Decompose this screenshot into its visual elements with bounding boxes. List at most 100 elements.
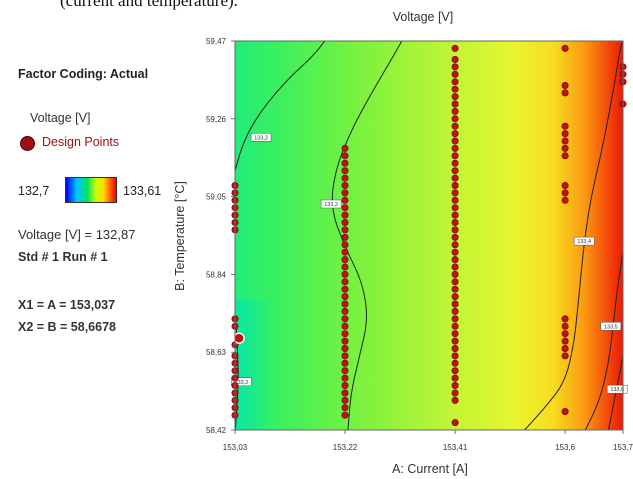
design-point[interactable] [341, 330, 349, 338]
design-point[interactable] [451, 396, 459, 404]
design-point[interactable] [341, 404, 349, 412]
design-point[interactable] [451, 137, 459, 145]
design-point[interactable] [451, 315, 459, 323]
design-point[interactable] [451, 389, 459, 397]
design-point[interactable] [451, 248, 459, 256]
design-point[interactable] [451, 300, 459, 308]
design-point[interactable] [341, 144, 349, 152]
design-point[interactable] [341, 396, 349, 404]
design-point[interactable] [451, 330, 459, 338]
design-point[interactable] [561, 130, 569, 138]
design-point[interactable] [451, 352, 459, 360]
design-point[interactable] [451, 344, 459, 352]
design-point[interactable] [451, 196, 459, 204]
design-point[interactable] [561, 144, 569, 152]
plot-area[interactable] [235, 41, 623, 430]
design-point[interactable] [341, 278, 349, 286]
design-point[interactable] [341, 152, 349, 160]
design-point[interactable] [341, 204, 349, 212]
design-point[interactable] [341, 270, 349, 278]
design-point[interactable] [341, 315, 349, 323]
design-point[interactable] [561, 344, 569, 352]
design-point[interactable] [341, 307, 349, 315]
design-point[interactable] [341, 411, 349, 419]
design-point[interactable] [451, 70, 459, 78]
design-point[interactable] [451, 189, 459, 197]
design-point[interactable] [451, 367, 459, 375]
design-point[interactable] [341, 159, 349, 167]
design-point[interactable] [451, 307, 459, 315]
design-point[interactable] [451, 159, 459, 167]
design-point[interactable] [451, 130, 459, 138]
design-point[interactable] [561, 196, 569, 204]
design-point[interactable] [451, 93, 459, 101]
design-point[interactable] [341, 322, 349, 330]
design-point[interactable] [451, 219, 459, 227]
design-point[interactable] [341, 367, 349, 375]
design-point[interactable] [451, 174, 459, 182]
design-point[interactable] [561, 152, 569, 160]
selected-design-point[interactable] [233, 332, 245, 344]
design-point[interactable] [341, 293, 349, 301]
design-point[interactable] [451, 270, 459, 278]
design-point[interactable] [451, 322, 459, 330]
design-point[interactable] [451, 204, 459, 212]
design-point[interactable] [561, 189, 569, 197]
design-point[interactable] [451, 285, 459, 293]
design-point[interactable] [451, 226, 459, 234]
design-point[interactable] [451, 263, 459, 271]
design-point[interactable] [341, 189, 349, 197]
design-point[interactable] [341, 241, 349, 249]
design-point[interactable] [451, 241, 459, 249]
design-point[interactable] [451, 419, 459, 427]
design-point[interactable] [561, 122, 569, 130]
design-point[interactable] [341, 233, 349, 241]
design-point[interactable] [341, 167, 349, 175]
design-point[interactable] [561, 82, 569, 90]
design-point[interactable] [341, 389, 349, 397]
design-point[interactable] [451, 278, 459, 286]
design-point[interactable] [451, 115, 459, 123]
design-point[interactable] [451, 381, 459, 389]
design-point[interactable] [451, 211, 459, 219]
design-point[interactable] [451, 293, 459, 301]
design-point[interactable] [451, 44, 459, 52]
design-point[interactable] [451, 63, 459, 71]
design-point[interactable] [341, 263, 349, 271]
design-point[interactable] [451, 233, 459, 241]
design-point[interactable] [341, 219, 349, 227]
design-point[interactable] [561, 89, 569, 97]
design-point[interactable] [341, 300, 349, 308]
design-point[interactable] [341, 285, 349, 293]
design-point[interactable] [451, 152, 459, 160]
design-point[interactable] [561, 322, 569, 330]
design-point[interactable] [341, 256, 349, 264]
design-point[interactable] [341, 337, 349, 345]
design-point[interactable] [451, 374, 459, 382]
design-point[interactable] [451, 144, 459, 152]
design-point[interactable] [451, 182, 459, 190]
design-point[interactable] [341, 344, 349, 352]
design-point[interactable] [451, 100, 459, 108]
design-point[interactable] [451, 107, 459, 115]
design-point[interactable] [341, 359, 349, 367]
design-point[interactable] [561, 315, 569, 323]
design-point[interactable] [561, 337, 569, 345]
design-point[interactable] [561, 330, 569, 338]
design-point[interactable] [451, 256, 459, 264]
design-point[interactable] [561, 44, 569, 52]
design-point[interactable] [561, 407, 569, 415]
design-point[interactable] [341, 211, 349, 219]
design-point[interactable] [451, 78, 459, 86]
design-point[interactable] [451, 122, 459, 130]
design-point[interactable] [341, 174, 349, 182]
design-point[interactable] [451, 55, 459, 63]
design-point[interactable] [341, 374, 349, 382]
design-point[interactable] [451, 85, 459, 93]
design-point[interactable] [341, 352, 349, 360]
design-point[interactable] [341, 196, 349, 204]
design-point[interactable] [341, 226, 349, 234]
design-point[interactable] [561, 137, 569, 145]
design-point[interactable] [341, 182, 349, 190]
design-point[interactable] [341, 381, 349, 389]
